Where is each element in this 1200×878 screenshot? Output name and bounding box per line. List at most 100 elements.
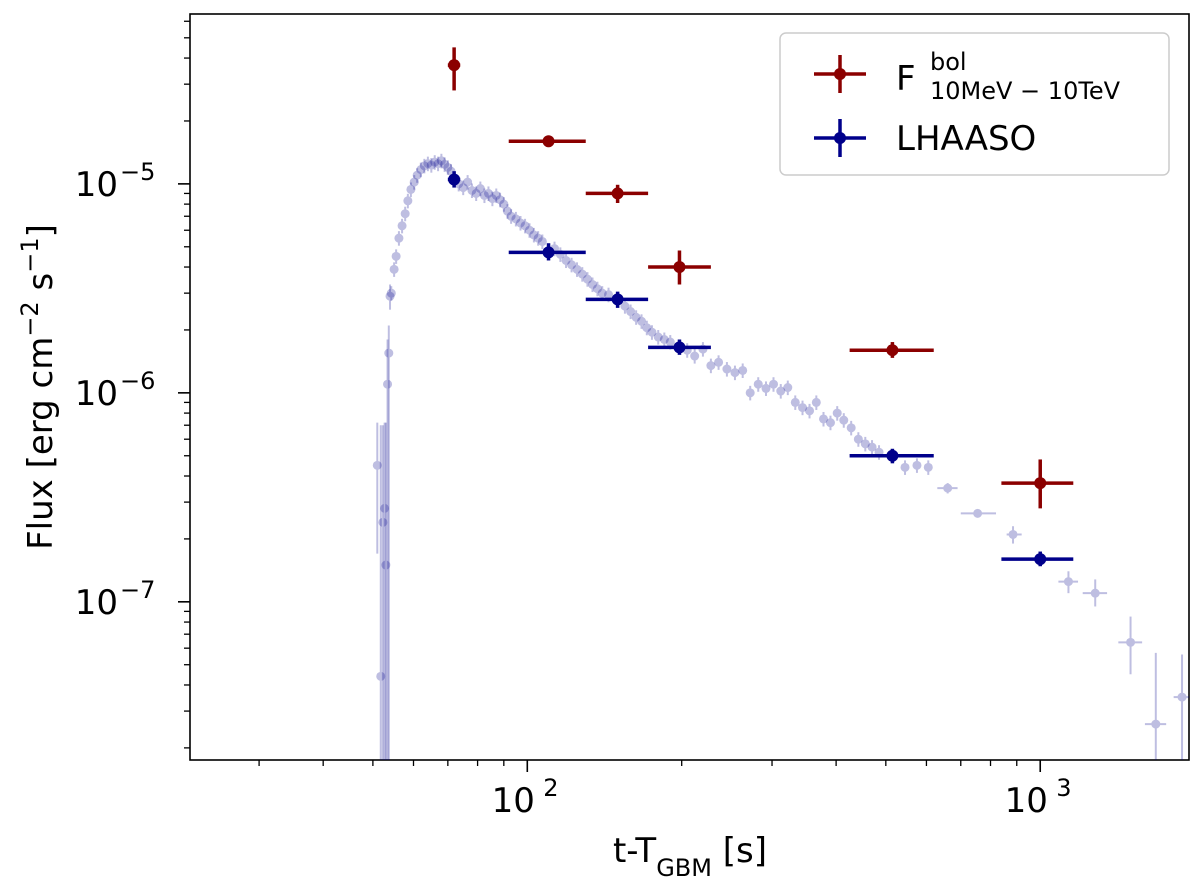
light-curve-point [386,286,396,301]
light-curve-point [458,180,468,196]
light-curve-point [372,422,382,554]
light-curve-point [798,400,808,416]
fbol-point-marker [448,59,461,72]
light-curve-point [376,425,386,760]
light-curve-point [1173,654,1189,760]
x-tick-label: 10 [492,781,535,821]
light-curve-point [811,395,821,410]
fbol-point [447,47,461,91]
light-curve-point [383,339,393,760]
light-curve-point [631,310,641,325]
light-curve-marker [491,190,501,200]
light-curve-point [1144,652,1167,760]
fbol-point-marker [611,187,624,200]
light-curve-point [384,325,394,760]
light-curve-marker [846,423,856,433]
light-curve-marker [430,157,440,167]
light-curve-point [853,432,863,447]
fbol-point [849,342,934,358]
light-curve-marker [587,279,597,289]
legend-marker-lhaaso [814,119,866,157]
x-tick-label: 10 [1005,781,1048,821]
light-curve-point [433,156,443,172]
light-curve-point [577,267,587,282]
light-curve-marker [533,233,543,243]
light-curve-marker [798,403,808,413]
light-curve-point [503,204,513,219]
light-curve-marker [436,156,446,166]
light-curve-point [440,157,450,172]
light-curve-marker [475,184,485,194]
light-curve-point [511,211,521,227]
y-tick-label: 10 [75,583,118,623]
light-curve-marker [690,351,700,361]
light-curve-marker [525,225,535,235]
light-curve-point [430,155,440,170]
light-curve-point [443,160,453,175]
light-curve-marker [409,177,419,187]
light-curve-marker [604,290,614,300]
light-curve-marker [738,365,748,375]
light-curve-point [419,158,429,174]
y-label-suffix: ] [21,224,61,237]
light-curve-marker [647,327,657,337]
light-curve-point [937,483,958,494]
light-curve-point [761,381,771,396]
light-curve-point [642,320,652,336]
light-curve-marker [572,264,582,274]
light-curve-marker [805,406,815,416]
light-curve-point [463,175,473,190]
lhaaso-point [648,339,711,355]
lhaaso-point [1001,551,1074,567]
light-curve-point [567,257,577,273]
light-curve-marker [776,386,786,396]
light-curve-point [378,425,388,760]
light-curve-marker [503,206,513,216]
fbol-point [1001,459,1074,509]
light-curve-point [394,231,404,246]
light-curve-point [626,304,636,320]
light-curve-marker [659,335,669,345]
light-curve-marker [722,364,732,374]
light-curve-point [839,413,849,428]
light-curve-point [537,234,547,250]
light-curve-point [637,314,647,329]
light-curve-marker [860,439,870,449]
light-curve-marker [714,357,724,367]
light-curve-marker [943,483,953,493]
lhaaso-point [447,171,461,188]
legend-label-fbol-sup: bol [930,48,967,76]
light-curve-marker [1090,588,1100,598]
lhaaso-point [585,291,649,308]
light-curve-point [380,422,390,760]
light-curve-point [790,395,800,410]
x-label-main: t-T [613,831,656,871]
legend-label-fbol-sub: 10MeV − 10TeV [930,77,1121,105]
light-curve-marker [637,316,647,326]
light-curve-marker [419,161,429,171]
light-curve-point [400,206,410,222]
light-curve-marker [400,209,410,219]
light-curve-marker [495,195,505,205]
fbol-point-marker [542,135,555,148]
light-curve-point [412,168,422,183]
light-curve-point [426,158,436,173]
light-curve-marker [384,348,394,358]
light-curve-marker [832,408,842,418]
light-curve-point [506,209,516,224]
light-curve-marker [416,165,426,175]
light-curve-marker [745,388,755,398]
light-curve-marker [620,301,630,311]
svg-text:Flux [erg cm−2 s−1]: Flux [erg cm−2 s−1] [16,224,61,550]
light-curve-marker [706,361,716,371]
light-curve-marker [537,236,547,246]
light-curve-marker [811,397,821,407]
y-tick-label-exp: −5 [120,158,155,186]
light-curve-marker [383,379,393,389]
light-curve-point [572,262,582,277]
light-curve-point [479,188,489,204]
light-curve-marker [511,214,521,224]
light-curve-marker [458,183,468,193]
legend: F bol 10MeV − 10TeV LHAASO [779,32,1170,176]
